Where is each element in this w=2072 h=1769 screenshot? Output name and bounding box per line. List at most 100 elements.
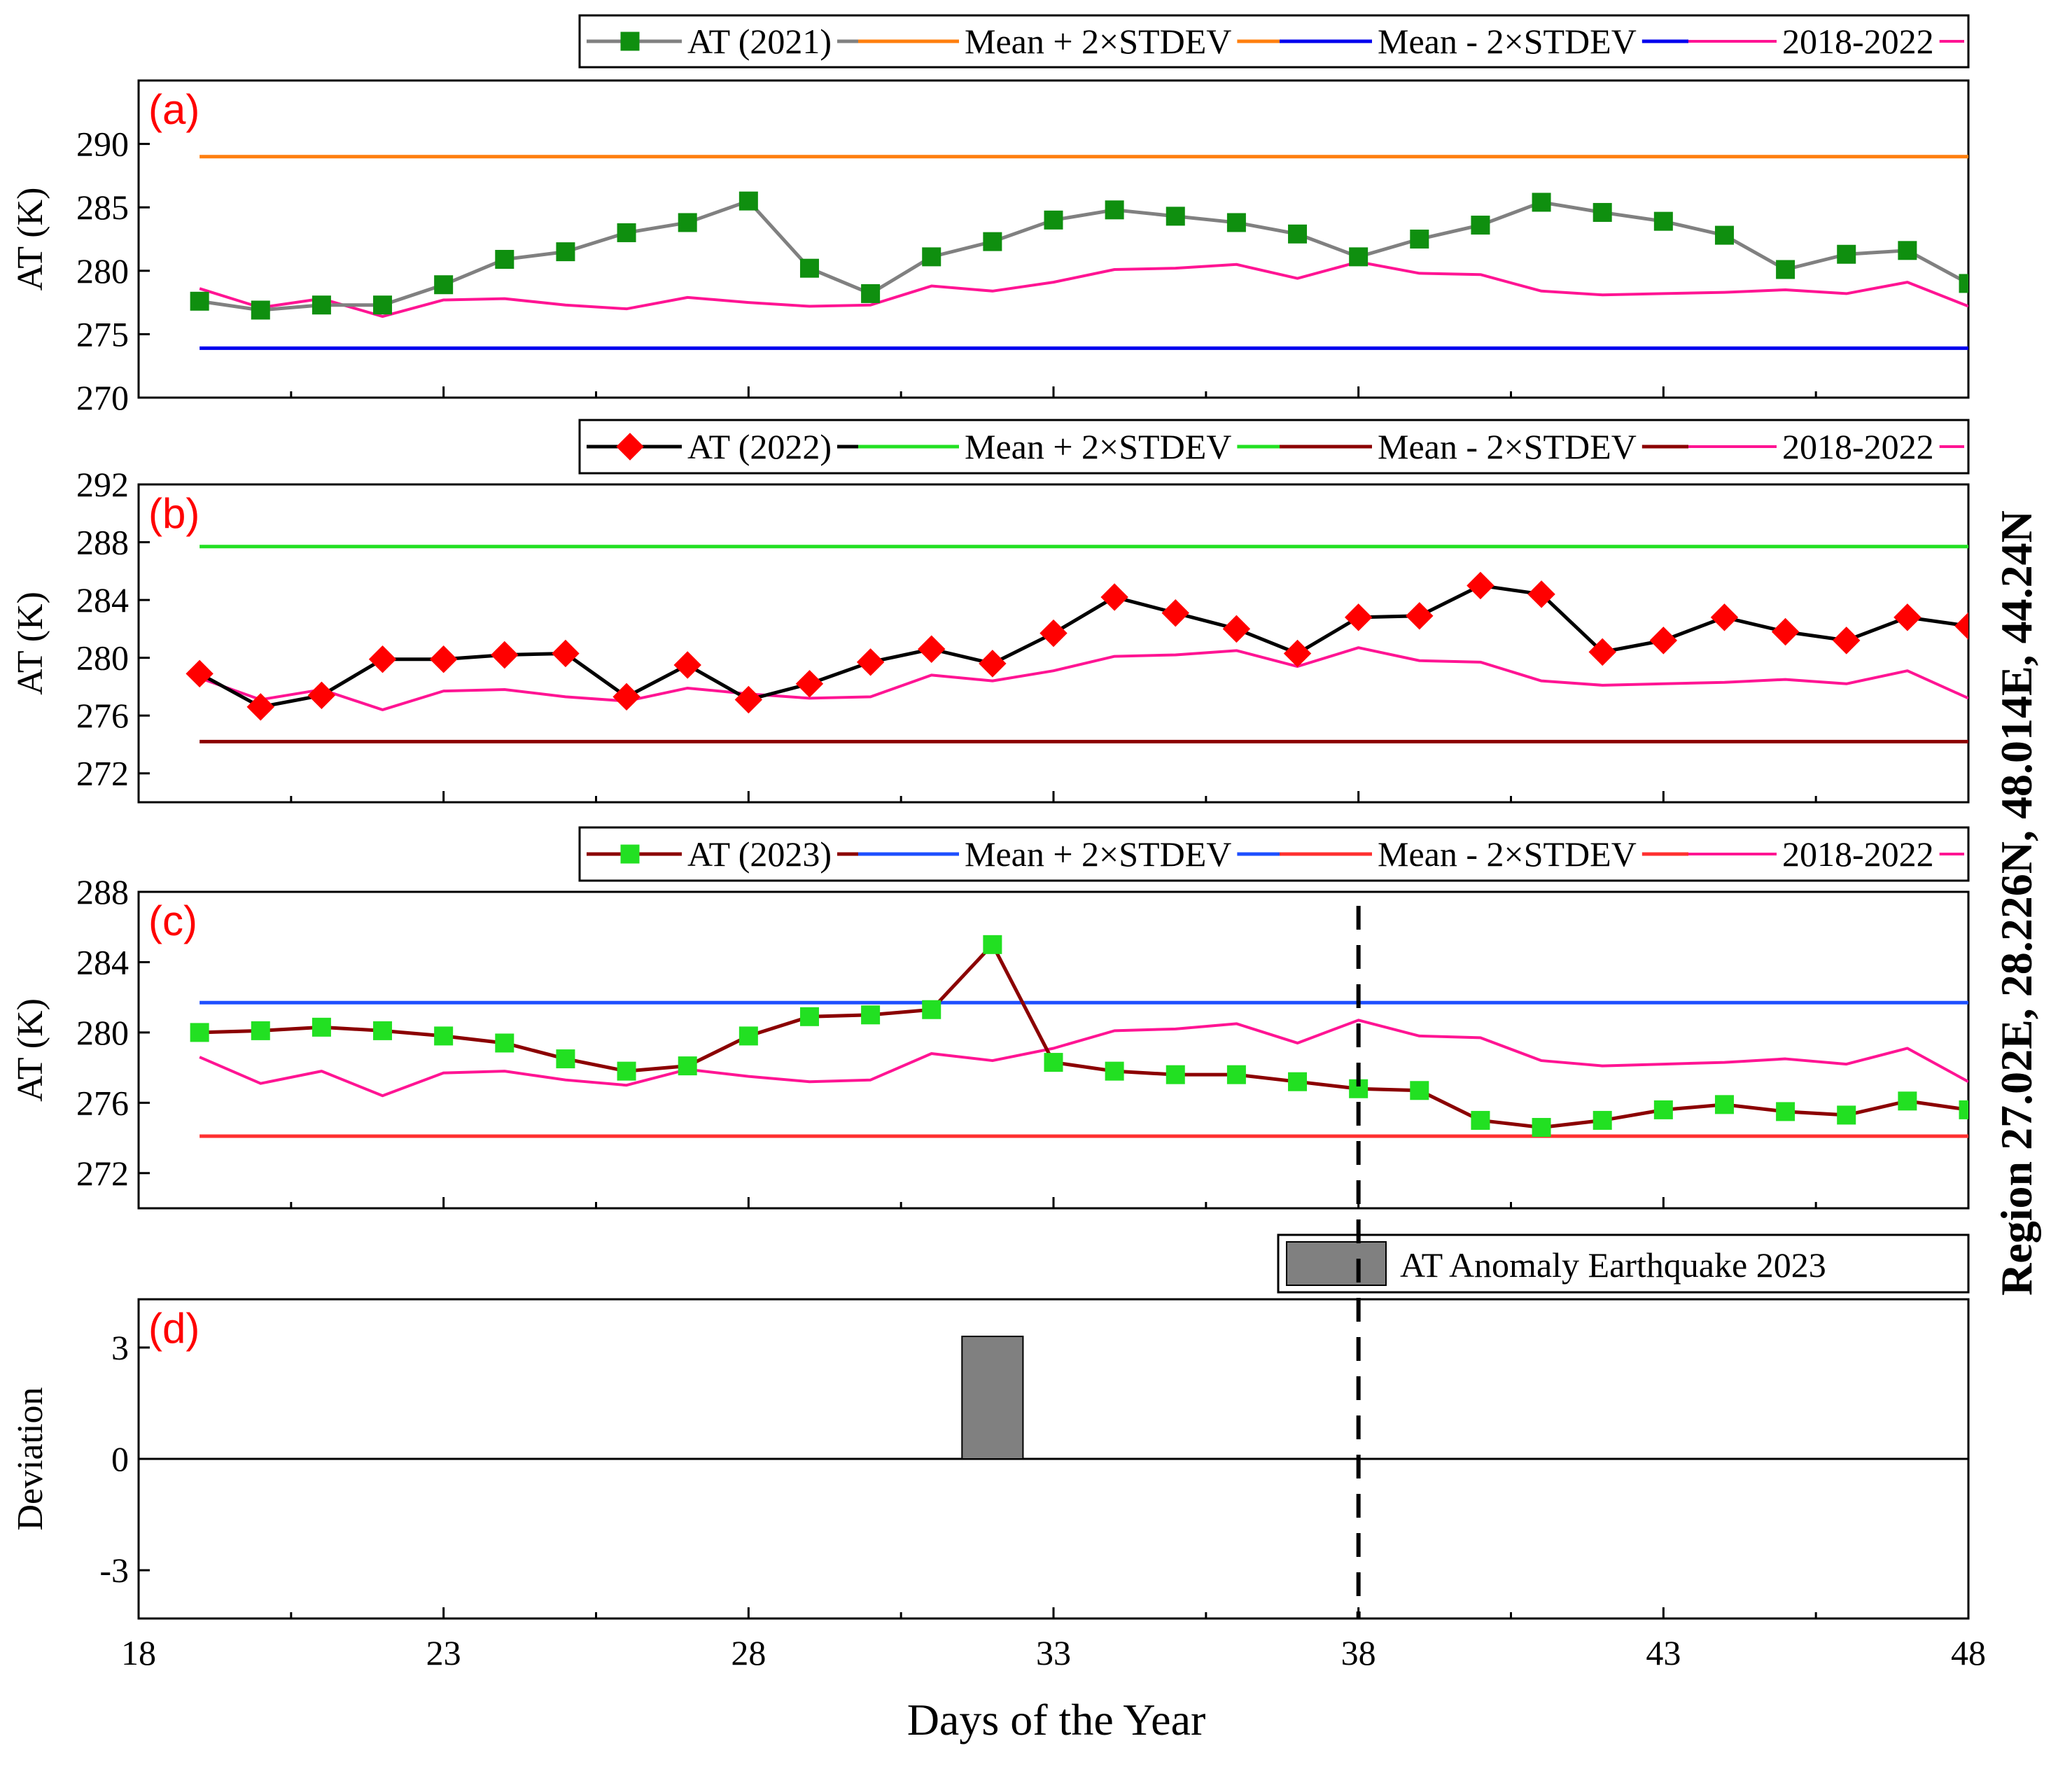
legend-label: Mean - 2×STDEV — [1378, 22, 1637, 61]
baseline-line — [199, 260, 1968, 319]
data-point — [186, 659, 214, 688]
y-tick-label: 272 — [76, 754, 129, 793]
data-point — [495, 1033, 514, 1053]
data-point — [1592, 1110, 1612, 1130]
data-point — [1833, 627, 1861, 655]
y-tick-label: 280 — [76, 251, 129, 291]
panel-label: (b) — [148, 490, 200, 537]
data-point — [1527, 580, 1555, 608]
data-point — [1653, 1100, 1673, 1119]
y-axis-title: AT (K) — [10, 998, 50, 1102]
data-point — [1161, 599, 1189, 627]
legend-label: 2018-2022 — [1782, 22, 1934, 61]
data-point — [1954, 612, 1968, 640]
data-point — [861, 1005, 881, 1025]
legend-label: AT (2021) — [687, 22, 832, 61]
data-point — [1166, 207, 1185, 226]
x-axis-title: Days of the Year — [907, 1695, 1206, 1744]
legend-label-bg — [1777, 18, 1940, 65]
data-point — [251, 300, 270, 320]
data-point — [1044, 1053, 1063, 1072]
legend-label: Mean + 2×STDEV — [965, 22, 1231, 61]
data-point — [734, 685, 763, 714]
region-label: Region 27.02E, 28.226N, 48.014E, 44.24N — [1991, 510, 2041, 1296]
series-2018-2022 — [199, 646, 1968, 711]
data-point — [617, 223, 636, 242]
legend-label-bg — [682, 423, 838, 470]
legend-label: Mean + 2×STDEV — [965, 834, 1231, 874]
y-tick-label: 284 — [76, 580, 129, 620]
x-tick-label: 28 — [731, 1633, 766, 1672]
y-tick-label: 284 — [76, 942, 129, 981]
legend-label: AT Anomaly Earthquake 2023 — [1400, 1245, 1826, 1285]
legend-label: 2018-2022 — [1782, 427, 1934, 466]
y-tick-label: 280 — [76, 1013, 129, 1052]
data-point — [1776, 1102, 1795, 1121]
series-2018-2022 — [199, 260, 1968, 319]
y-axis-title: Deviation — [10, 1387, 50, 1530]
data-point — [1893, 603, 1921, 631]
y-tick-label: 280 — [76, 638, 129, 678]
data-point — [1222, 615, 1251, 643]
legend: AT Anomaly Earthquake 2023 — [1277, 1233, 1970, 1294]
panel-label: (c) — [148, 897, 197, 944]
y-tick-label: 272 — [76, 1154, 129, 1193]
legend-box — [1277, 1233, 1970, 1294]
panel-c: 272 276 280 284 288 AT (K) (c) AT (2023) Mean + … — [10, 826, 1970, 1210]
legend-marker — [616, 433, 644, 461]
data-point — [1898, 1091, 1917, 1111]
data-point — [856, 648, 885, 676]
data-point — [795, 670, 824, 698]
data-point — [617, 1061, 636, 1081]
data-point — [552, 639, 580, 668]
legend-label-bg — [1372, 18, 1642, 65]
data-point — [1044, 210, 1063, 230]
legend-label: Mean - 2×STDEV — [1378, 427, 1637, 466]
data-point — [1105, 200, 1124, 220]
data-point — [434, 1026, 454, 1046]
x-tick-label: 23 — [426, 1633, 461, 1672]
y-tick-label: 276 — [76, 1083, 129, 1122]
panel-frame — [137, 890, 1970, 1210]
y-tick-label: 285 — [76, 188, 129, 227]
anomaly-bar — [961, 1336, 1024, 1460]
y-tick-label: 292 — [76, 465, 129, 504]
data-point — [1771, 617, 1800, 646]
panel-label: (a) — [148, 86, 200, 133]
legend-label-bg — [959, 423, 1238, 470]
legend-label: Mean + 2×STDEV — [965, 427, 1231, 466]
series-at-2022- — [186, 571, 1968, 721]
data-point — [1410, 230, 1429, 249]
data-point — [1226, 213, 1246, 232]
panel-frame — [137, 79, 1970, 399]
data-point — [1471, 1110, 1490, 1130]
data-point — [1283, 639, 1312, 668]
data-point — [434, 275, 454, 295]
legend: AT (2022) Mean + 2×STDEV Mean - 2×STDEV 201… — [578, 419, 1970, 475]
x-tick-label: 18 — [121, 1633, 156, 1672]
panel-a: 270 275 280 285 290 AT (K) (a) AT (2021) Mean + … — [10, 14, 1970, 417]
y-axis-title: AT (K) — [10, 592, 50, 695]
data-point — [495, 249, 514, 269]
y-tick-label: 270 — [76, 378, 129, 417]
data-point — [190, 1023, 209, 1042]
x-tick-label: 38 — [1341, 1633, 1376, 1672]
legend: AT (2023) Mean + 2×STDEV Mean - 2×STDEV 201… — [578, 826, 1970, 882]
data-point — [678, 213, 697, 232]
data-point — [1959, 1100, 1968, 1119]
data-point — [922, 247, 941, 267]
data-point — [246, 693, 274, 721]
x-tick-label: 43 — [1646, 1633, 1681, 1672]
data-point — [556, 242, 575, 262]
data-point — [861, 284, 881, 303]
y-tick-label: 0 — [111, 1439, 129, 1478]
data-point — [1898, 241, 1917, 260]
data-line — [200, 942, 1968, 1129]
data-point — [799, 1007, 819, 1026]
data-point — [1166, 1065, 1185, 1084]
series-at-2023- — [190, 935, 1968, 1137]
data-point — [1710, 603, 1739, 631]
data-point — [1344, 603, 1373, 631]
data-point — [1288, 1072, 1308, 1091]
